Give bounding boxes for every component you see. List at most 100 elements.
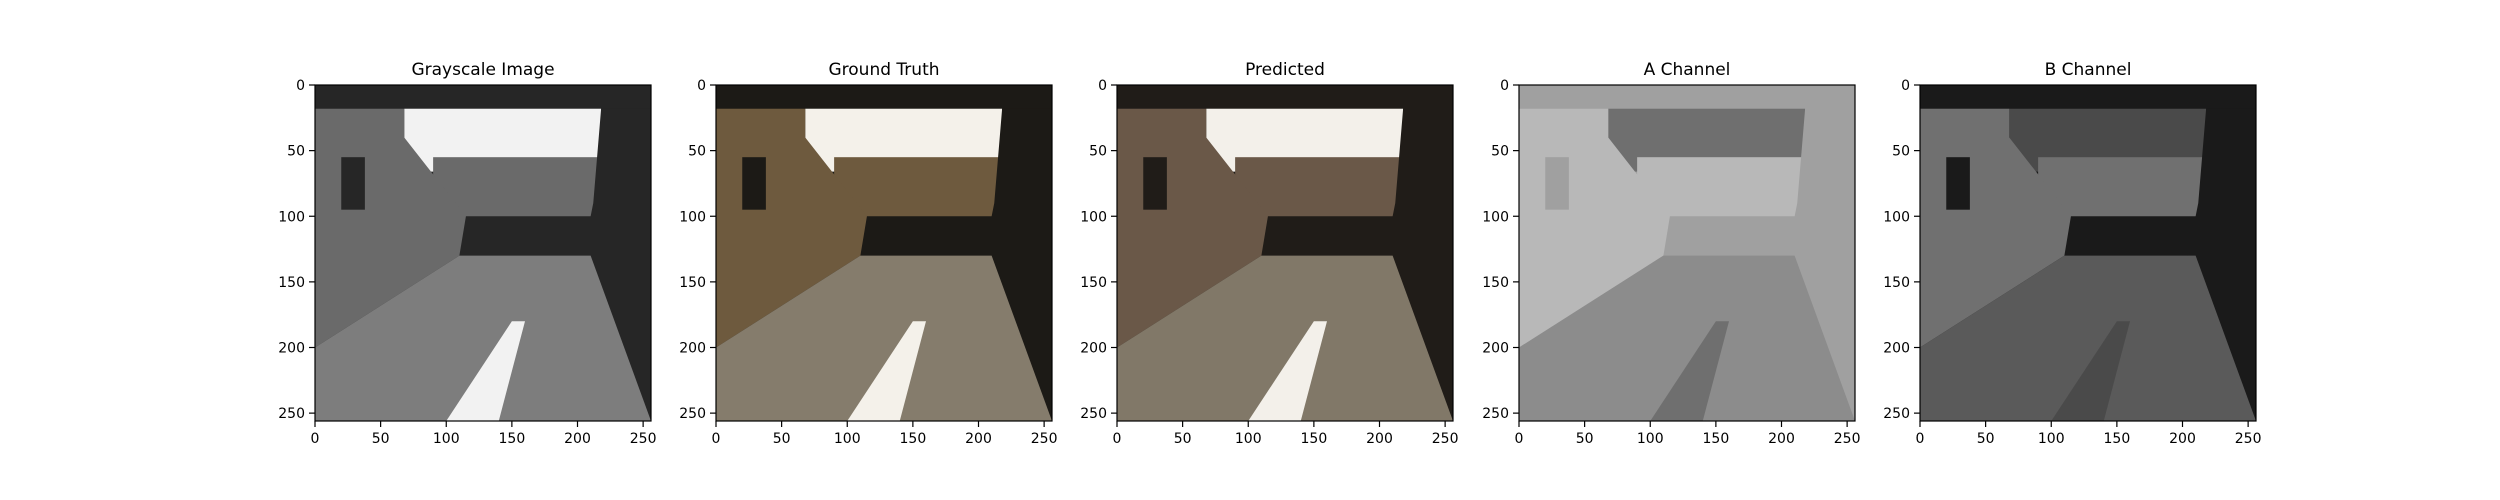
x-tick-label: 250: [1834, 431, 1861, 447]
distant-buildings: [2038, 157, 2209, 217]
y-tick-label: 0: [296, 78, 305, 94]
x-tick-label: 50: [372, 431, 390, 447]
panel-5: B Channel 0 50 100 150 200 250 0 50 100 150 200 250: [1883, 60, 2261, 447]
x-tick-label: 100: [1637, 431, 1664, 447]
distant-buildings: [834, 157, 1005, 217]
distant-buildings: [433, 157, 604, 217]
y-tick-label: 250: [1080, 406, 1107, 422]
x-tick-label: 150: [499, 431, 526, 447]
y-tick-label: 0: [1500, 78, 1509, 94]
y-tick-label: 150: [1482, 275, 1509, 291]
x-tick-label: 0: [1916, 431, 1925, 447]
y-tick-label: 150: [1080, 275, 1107, 291]
distant-buildings: [1637, 157, 1808, 217]
y-tick-label: 100: [1883, 209, 1910, 225]
x-tick-label: 50: [1174, 431, 1192, 447]
y-tick-label: 250: [278, 406, 305, 422]
y-tick-label: 150: [679, 275, 706, 291]
road: [1920, 255, 2256, 421]
x-tick-label: 200: [1768, 431, 1795, 447]
x-tick-label: 200: [2169, 431, 2196, 447]
y-tick-label: 100: [679, 209, 706, 225]
panel-3: Predicted 0 50 100 150 200 250 0 50 100 150 200 250: [1080, 60, 1458, 447]
axes-frame: [1919, 84, 2257, 422]
archway-top: [1519, 85, 1855, 109]
x-tick-label: 0: [311, 431, 320, 447]
panel-image: [315, 85, 651, 421]
y-tick-label: 100: [278, 209, 305, 225]
x-tick-label: 250: [2235, 431, 2262, 447]
x-tick-label: 200: [965, 431, 992, 447]
y-tick-label: 200: [1883, 341, 1910, 357]
window: [1545, 157, 1569, 210]
x-tick-label: 50: [1576, 431, 1594, 447]
x-tick-label: 100: [433, 431, 460, 447]
y-tick-label: 100: [1080, 209, 1107, 225]
road: [315, 255, 651, 421]
panel-1: Grayscale Image 0 50 100 150 200 250 0 50 100 150 2…: [278, 60, 656, 447]
x-tick-label: 250: [630, 431, 657, 447]
panel-title: B Channel: [2045, 60, 2132, 80]
panel-title: Grayscale Image: [411, 60, 554, 80]
axes-frame: [1116, 84, 1454, 422]
x-tick-label: 250: [1432, 431, 1459, 447]
y-tick-label: 50: [1089, 144, 1107, 160]
panel-2: Ground Truth 0 50 100 150 200 250 0 50 100 150 200 2…: [679, 60, 1057, 447]
y-tick-label: 250: [1482, 406, 1509, 422]
panel-image: [1519, 85, 1855, 421]
y-tick-label: 0: [1098, 78, 1107, 94]
y-tick-label: 50: [688, 144, 706, 160]
x-tick-label: 150: [2104, 431, 2131, 447]
x-tick-label: 200: [564, 431, 591, 447]
x-tick-label: 50: [773, 431, 791, 447]
x-tick-label: 150: [1301, 431, 1328, 447]
x-tick-label: 0: [1515, 431, 1524, 447]
sidewalk-strip: [2051, 321, 2130, 421]
x-tick-label: 100: [1235, 431, 1262, 447]
y-tick-label: 200: [679, 341, 706, 357]
y-tick-label: 100: [1482, 209, 1509, 225]
archway-top: [716, 85, 1052, 109]
axes-frame: [715, 84, 1053, 422]
panel-image: [1117, 85, 1453, 421]
y-tick-label: 50: [1491, 144, 1509, 160]
window: [742, 157, 766, 210]
x-tick-label: 100: [2038, 431, 2065, 447]
y-tick-label: 200: [1080, 341, 1107, 357]
y-tick-label: 250: [1883, 406, 1910, 422]
panel-image: [1920, 85, 2256, 421]
x-tick-label: 0: [712, 431, 721, 447]
archway-top: [1920, 85, 2256, 109]
x-tick-label: 250: [1031, 431, 1058, 447]
axes-frame: [1518, 84, 1856, 422]
panel-title: Ground Truth: [828, 60, 939, 80]
y-tick-label: 0: [1901, 78, 1910, 94]
x-tick-label: 200: [1366, 431, 1393, 447]
y-tick-label: 150: [278, 275, 305, 291]
axes-frame: [314, 84, 652, 422]
x-tick-label: 0: [1113, 431, 1122, 447]
y-tick-label: 0: [697, 78, 706, 94]
panel-title: Predicted: [1245, 60, 1325, 80]
sidewalk-strip: [1248, 321, 1327, 421]
panel-title: A Channel: [1644, 60, 1731, 80]
window: [1946, 157, 1970, 210]
archway-top: [1117, 85, 1453, 109]
x-tick-label: 100: [834, 431, 861, 447]
panel-4: A Channel 0 50 100 150 200 250 0 50 100 150 200 250: [1482, 60, 1860, 447]
y-tick-label: 250: [679, 406, 706, 422]
x-tick-label: 150: [1703, 431, 1730, 447]
sidewalk-strip: [1650, 321, 1729, 421]
road: [1519, 255, 1855, 421]
sidewalk-strip: [446, 321, 525, 421]
archway-top: [315, 85, 651, 109]
y-tick-label: 50: [1892, 144, 1910, 160]
x-tick-label: 150: [900, 431, 927, 447]
y-tick-label: 200: [1482, 341, 1509, 357]
y-tick-label: 200: [278, 341, 305, 357]
sidewalk-strip: [847, 321, 926, 421]
distant-buildings: [1235, 157, 1406, 217]
y-tick-label: 50: [287, 144, 305, 160]
panel-image: [716, 85, 1052, 421]
